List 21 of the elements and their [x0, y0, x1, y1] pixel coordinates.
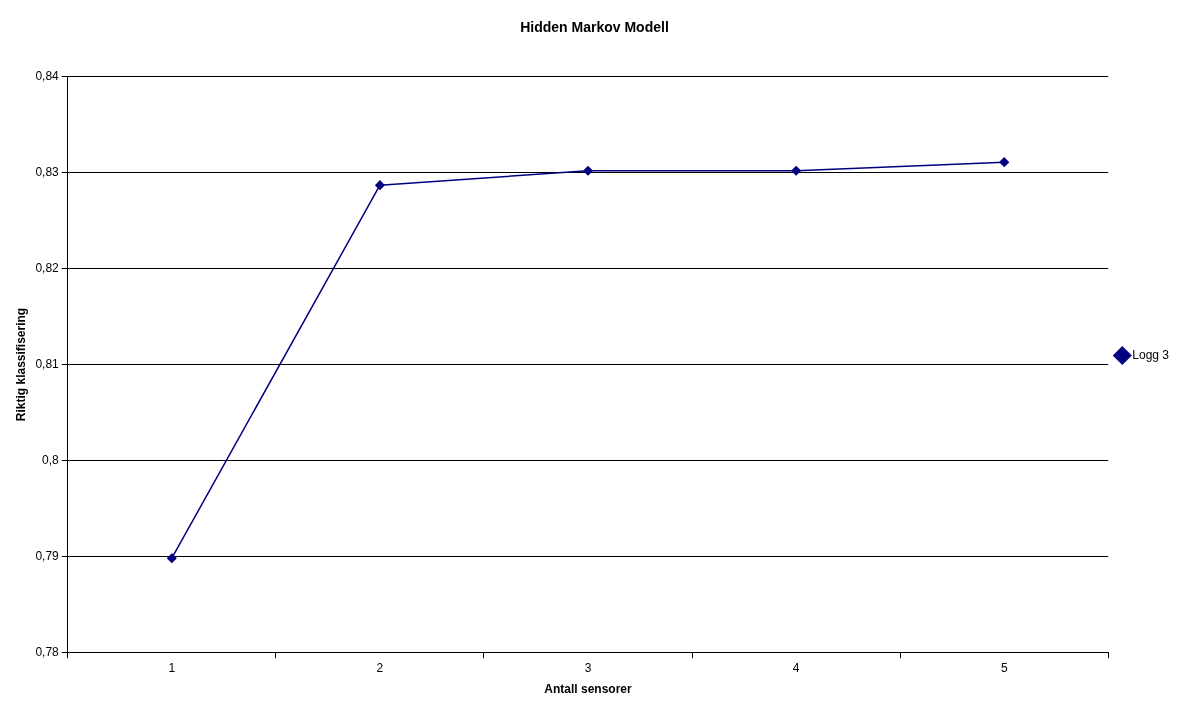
legend-label: Logg 3: [1132, 347, 1170, 362]
point: [375, 180, 385, 190]
x-tick-label: 4: [792, 660, 800, 675]
y-tick-label: 0,83: [35, 165, 60, 180]
y-tick-label: 0,84: [35, 69, 60, 84]
y-tick-label: 0,78: [35, 644, 60, 659]
point: [583, 166, 593, 176]
x-axis-title: Antall sensorer: [544, 682, 633, 697]
point: [791, 166, 801, 176]
y-tick-label: 0,8: [42, 452, 60, 467]
chart-title: Hidden Markov Modell: [520, 19, 669, 36]
y-tick-label: 0,79: [35, 548, 60, 563]
x-tick-label: 3: [584, 660, 592, 675]
x-tick-label: 1: [168, 660, 176, 675]
x-tick-label: 2: [376, 660, 384, 675]
point: [999, 157, 1009, 167]
y-tick-label: 0,82: [35, 260, 60, 275]
point: [167, 553, 177, 563]
y-tick-label: 0,81: [35, 356, 60, 371]
x-tick-label: 5: [1000, 660, 1008, 675]
y-axis-title: Riktig klassifisering: [13, 307, 28, 422]
